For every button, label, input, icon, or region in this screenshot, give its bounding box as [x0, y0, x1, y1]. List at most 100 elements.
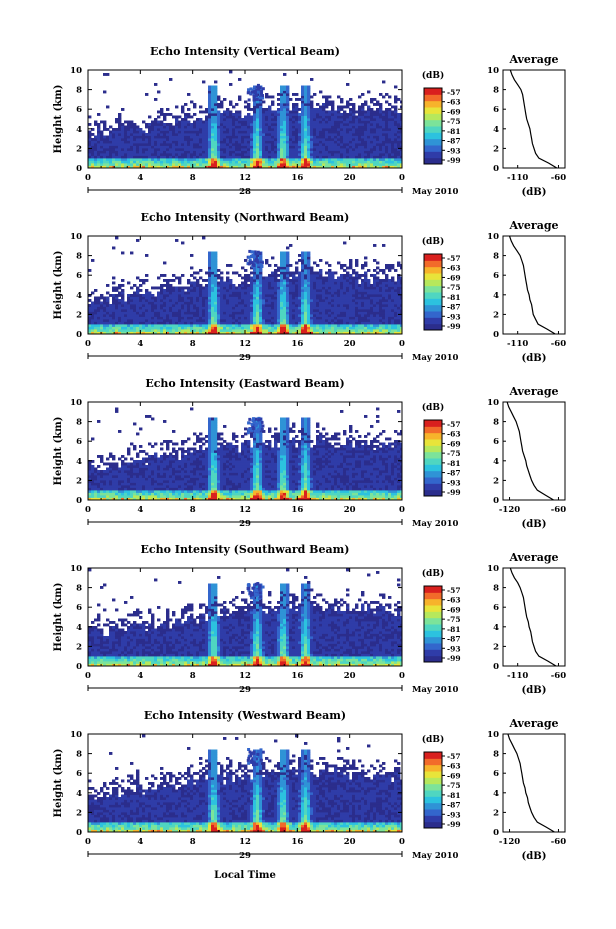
colorbar-unit: (dB): [422, 568, 444, 579]
colorbar-frame: [423, 751, 443, 829]
panel-5: Echo Intensity (Westward Beam) 0 2 4 6 8 10 0 4 8…: [53, 709, 566, 862]
colorbar-swatch: [424, 279, 442, 287]
x-tick-label: 8: [190, 837, 196, 847]
colorbar-swatch: [424, 298, 442, 306]
profile-line: [509, 69, 558, 169]
y-axis-label: Height (km): [53, 85, 64, 154]
y-tick-label: 0: [76, 662, 82, 672]
colorbar-tick-label: -93: [447, 312, 461, 321]
colorbar-tick-label: -81: [447, 791, 461, 800]
heatmap-field: [88, 734, 402, 832]
y-tick-label: 4: [76, 457, 82, 467]
colorbar-swatch: [424, 470, 442, 478]
colorbar-swatch: [424, 88, 442, 95]
colorbar-unit: (dB): [422, 734, 444, 745]
profile-y-tick-label: 2: [493, 642, 499, 652]
profile-frame: [502, 69, 566, 169]
colorbar-swatch: [424, 630, 442, 638]
date-label: 29: [239, 519, 251, 529]
colorbar-tick-label: -87: [447, 635, 461, 644]
colorbar-tick-label: -57: [447, 254, 461, 263]
colorbar-swatch: [424, 311, 442, 318]
x-tick-label: 0: [85, 339, 91, 349]
x-tick-label: 0: [399, 671, 405, 681]
colorbar-swatch: [424, 605, 442, 612]
colorbar-tick-label: -63: [447, 596, 461, 605]
y-tick-label: 0: [76, 496, 82, 506]
x-tick-label: 16: [291, 505, 303, 515]
x-tick-label: 16: [291, 837, 303, 847]
colorbar-swatch: [424, 107, 442, 114]
colorbar-swatch: [424, 802, 442, 810]
colorbar-unit: (dB): [422, 70, 444, 81]
y-tick-label: 8: [76, 750, 82, 760]
colorbar-swatch: [424, 624, 442, 631]
colorbar-swatch: [424, 439, 442, 446]
profile-x-label: (dB): [522, 685, 547, 696]
heatmap-field: [88, 568, 402, 666]
colorbar-tick-label: -57: [447, 88, 461, 97]
profile-y-tick-label: 6: [493, 271, 499, 281]
x-tick-label: 0: [399, 173, 405, 183]
x-tick-label: 0: [399, 505, 405, 515]
month-label: May 2010: [412, 187, 459, 197]
colorbar-swatch: [424, 790, 442, 797]
y-tick-label: 4: [76, 125, 82, 135]
colorbar-unit: (dB): [422, 236, 444, 247]
colorbar-swatch: [424, 643, 442, 650]
colorbar-swatch: [424, 132, 442, 140]
colorbar-swatch: [424, 777, 442, 785]
colorbar-tick-label: -93: [447, 644, 461, 653]
profile-title: Average: [508, 385, 558, 398]
y-tick-label: 2: [76, 808, 82, 818]
profile-y-tick-label: 2: [493, 808, 499, 818]
profile-x-tick-label: -60: [551, 671, 566, 681]
x-tick-label: 16: [291, 173, 303, 183]
colorbar-tick-label: -87: [447, 801, 461, 810]
profile-y-tick-label: 4: [493, 457, 499, 467]
panel-1: Echo Intensity (Vertical Beam) 0 2 4 6 8 10 0 4 8…: [53, 45, 566, 198]
x-tick-label: 12: [239, 505, 251, 515]
profile-x-tick-label: -110: [507, 173, 528, 183]
profile-y-tick-label: 4: [493, 125, 499, 135]
colorbar-frame: [423, 585, 443, 663]
colorbar-tick-label: -81: [447, 459, 461, 468]
y-tick-label: 6: [76, 105, 82, 115]
y-tick-label: 0: [76, 330, 82, 340]
colorbar-tick-label: -87: [447, 137, 461, 146]
colorbar-tick-label: -81: [447, 293, 461, 302]
colorbar-tick-label: -75: [447, 615, 461, 624]
x-tick-label: 12: [239, 837, 251, 847]
x-tick-label: 8: [190, 173, 196, 183]
colorbar-swatch: [424, 323, 442, 331]
profile-y-tick-label: 0: [493, 662, 499, 672]
x-tick-label: 20: [344, 173, 356, 183]
y-tick-label: 8: [76, 252, 82, 262]
profile-y-tick-label: 8: [493, 252, 499, 262]
x-tick-label: 8: [190, 671, 196, 681]
x-tick-label: 12: [239, 173, 251, 183]
x-tick-label: 0: [85, 173, 91, 183]
profile-y-tick-label: 0: [493, 828, 499, 838]
colorbar-swatch: [424, 94, 442, 102]
colorbar-swatch: [424, 145, 442, 152]
x-tick-label: 4: [137, 339, 143, 349]
heatmap-field: [88, 407, 402, 500]
x-tick-label: 12: [239, 339, 251, 349]
colorbar-swatch: [424, 304, 442, 312]
y-tick-label: 6: [76, 437, 82, 447]
profile-y-tick-label: 0: [493, 164, 499, 174]
y-tick-label: 6: [76, 603, 82, 613]
profile-y-tick-label: 8: [493, 750, 499, 760]
colorbar-swatch: [424, 489, 442, 497]
date-label: 29: [239, 353, 251, 363]
colorbar-tick-label: -57: [447, 420, 461, 429]
colorbar-tick-label: -69: [447, 771, 461, 780]
colorbar-swatch: [424, 426, 442, 434]
colorbar-swatch: [424, 636, 442, 644]
profile-y-tick-label: 10: [487, 564, 499, 574]
profile-y-tick-label: 10: [487, 398, 499, 408]
y-axis-label: Height (km): [53, 749, 64, 818]
profile-y-tick-label: 6: [493, 769, 499, 779]
x-tick-label: 4: [137, 671, 143, 681]
